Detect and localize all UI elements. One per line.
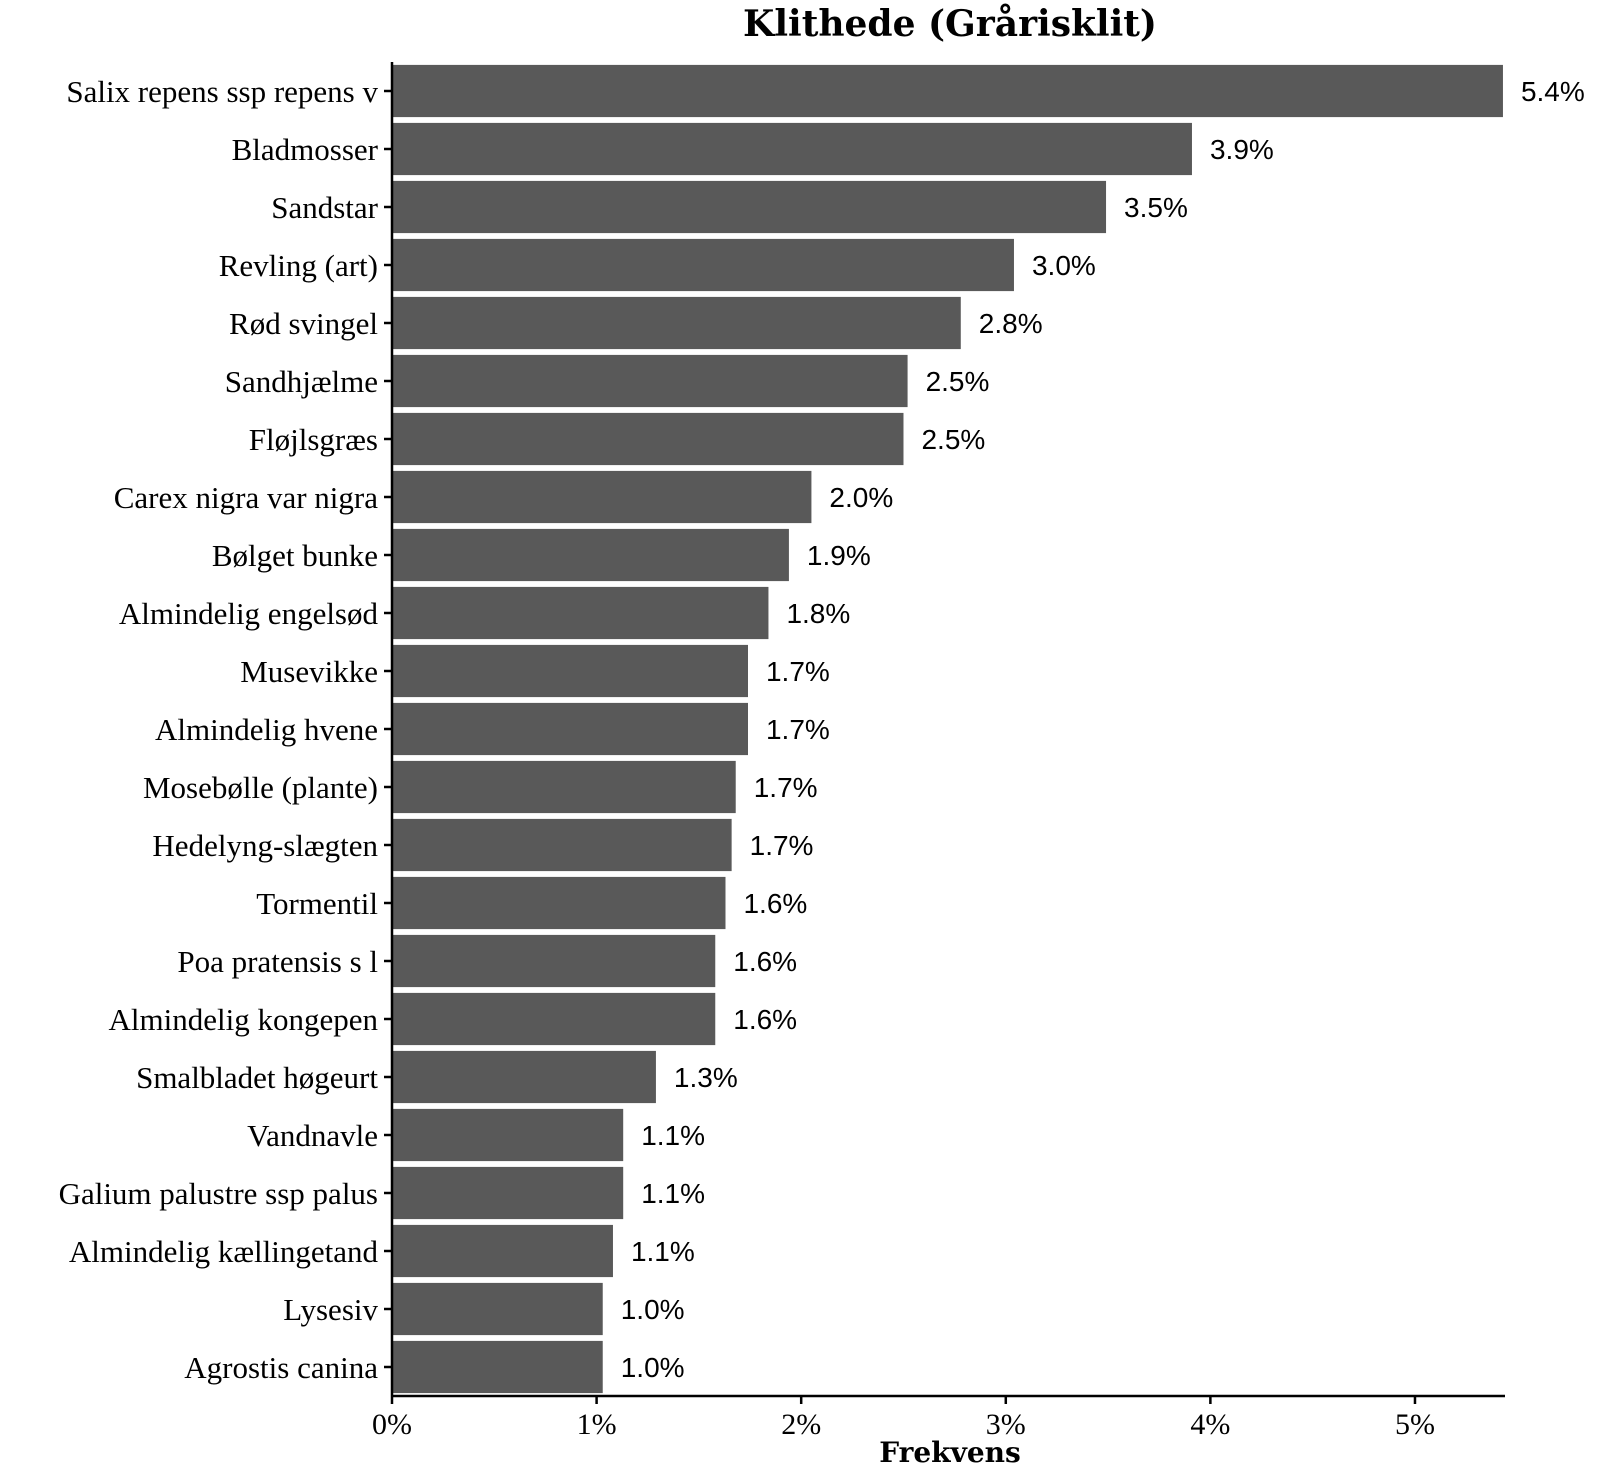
chart-title: Klithede (Grårisklit) <box>743 3 1157 45</box>
bar <box>392 1224 613 1278</box>
category-label: Smalbladet høgeurt <box>136 1060 378 1095</box>
x-tick-label: 4% <box>1190 1408 1230 1441</box>
bar <box>392 876 726 930</box>
bar <box>392 238 1014 292</box>
category-label: Salix repens ssp repens v <box>66 74 378 109</box>
value-label: 1.6% <box>733 1004 797 1035</box>
value-label: 2.5% <box>921 424 985 455</box>
category-label: Rød svingel <box>229 306 378 341</box>
value-label: 1.7% <box>754 772 818 803</box>
category-label: Tormentil <box>256 886 378 921</box>
x-tick-label: 1% <box>577 1408 617 1441</box>
bars-group <box>392 64 1503 1394</box>
value-label: 1.6% <box>743 888 807 919</box>
bar <box>392 818 732 872</box>
category-label: Lysesiv <box>283 1292 378 1327</box>
bar <box>392 1050 656 1104</box>
value-label: 1.1% <box>641 1178 705 1209</box>
x-tick-label: 5% <box>1395 1408 1435 1441</box>
value-label: 1.8% <box>786 598 850 629</box>
bar <box>392 122 1192 176</box>
value-label: 1.7% <box>766 714 830 745</box>
category-label: Hedelyng-slægten <box>152 828 378 863</box>
value-label: 1.0% <box>621 1352 685 1383</box>
category-label: Sandhjælme <box>225 364 378 399</box>
value-label: 1.9% <box>807 540 871 571</box>
category-label: Poa pratensis s l <box>177 944 378 979</box>
category-label: Almindelig kongepen <box>109 1002 379 1037</box>
value-label: 2.0% <box>829 482 893 513</box>
bar <box>392 1340 603 1394</box>
category-label: Agrostis canina <box>184 1350 378 1385</box>
category-label: Sandstar <box>271 190 378 225</box>
bar <box>392 354 908 408</box>
x-tick-label: 3% <box>986 1408 1026 1441</box>
value-label: 3.0% <box>1032 250 1096 281</box>
category-label: Galium palustre ssp palus <box>59 1176 378 1211</box>
value-label: 3.5% <box>1124 192 1188 223</box>
value-label: 1.3% <box>674 1062 738 1093</box>
category-label: Carex nigra var nigra <box>114 480 378 515</box>
category-label: Musevikke <box>240 654 378 689</box>
bar <box>392 644 748 698</box>
bar <box>392 1108 624 1162</box>
bar <box>392 934 716 988</box>
x-tick-label: 2% <box>781 1408 821 1441</box>
value-label: 2.5% <box>926 366 990 397</box>
x-axis-label: Frekvens <box>879 1436 1021 1469</box>
bar <box>392 64 1503 118</box>
category-label: Mosebølle (plante) <box>143 770 378 805</box>
bar <box>392 470 812 524</box>
value-label: 1.6% <box>733 946 797 977</box>
bar <box>392 586 769 640</box>
category-labels-group: Salix repens ssp repens v Bladmosser Sands… <box>59 74 379 1385</box>
category-label: Almindelig kællingetand <box>69 1234 379 1269</box>
value-label: 2.8% <box>979 308 1043 339</box>
value-label: 1.1% <box>641 1120 705 1151</box>
value-label: 1.1% <box>631 1236 695 1267</box>
bar <box>392 760 736 814</box>
bar <box>392 296 961 350</box>
bar <box>392 702 748 756</box>
category-label: Almindelig hvene <box>155 712 378 747</box>
value-label: 3.9% <box>1210 134 1274 165</box>
x-ticks-group: 0% 1% 2% 3% 4% 5% <box>372 1396 1435 1441</box>
bar <box>392 1282 603 1336</box>
value-labels-group: 5.4% 3.9% 3.5% 3.0% 2.8% 2.5% 2.5% 2.0% 1.9% 1.8%… <box>621 76 1585 1383</box>
x-tick-label: 0% <box>372 1408 412 1441</box>
bar <box>392 992 716 1046</box>
value-label: 1.7% <box>750 830 814 861</box>
bar <box>392 528 789 582</box>
bar <box>392 1166 624 1220</box>
value-label: 1.0% <box>621 1294 685 1325</box>
category-label: Bladmosser <box>232 132 379 167</box>
value-label: 5.4% <box>1521 76 1585 107</box>
bar <box>392 412 904 466</box>
category-label: Bølget bunke <box>212 538 378 573</box>
category-label: Vandnavle <box>247 1118 378 1153</box>
y-ticks-group <box>384 89 392 1369</box>
bar <box>392 180 1107 234</box>
category-label: Revling (art) <box>219 248 378 283</box>
category-label: Almindelig engelsød <box>119 596 379 631</box>
category-label: Fløjlsgræs <box>249 422 378 457</box>
value-label: 1.7% <box>766 656 830 687</box>
